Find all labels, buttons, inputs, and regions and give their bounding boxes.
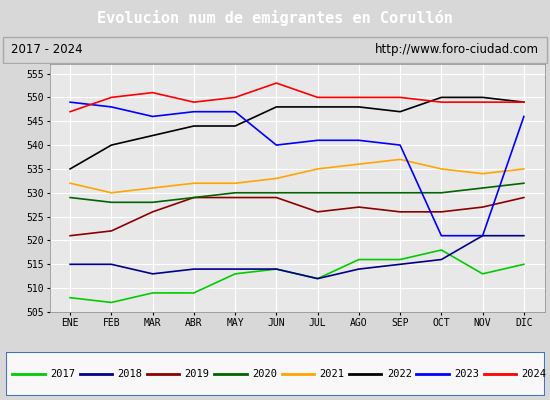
Text: 2024: 2024 (521, 369, 547, 379)
Text: 2023: 2023 (454, 369, 479, 379)
Text: 2017: 2017 (50, 369, 75, 379)
Text: 2019: 2019 (185, 369, 210, 379)
Text: Evolucion num de emigrantes en Corullón: Evolucion num de emigrantes en Corullón (97, 10, 453, 26)
FancyBboxPatch shape (3, 37, 547, 62)
Text: 2021: 2021 (320, 369, 344, 379)
Text: http://www.foro-ciudad.com: http://www.foro-ciudad.com (375, 44, 539, 56)
FancyBboxPatch shape (6, 352, 544, 396)
Text: 2022: 2022 (387, 369, 412, 379)
Text: 2020: 2020 (252, 369, 277, 379)
Text: 2017 - 2024: 2017 - 2024 (11, 44, 82, 56)
Text: 2018: 2018 (117, 369, 142, 379)
